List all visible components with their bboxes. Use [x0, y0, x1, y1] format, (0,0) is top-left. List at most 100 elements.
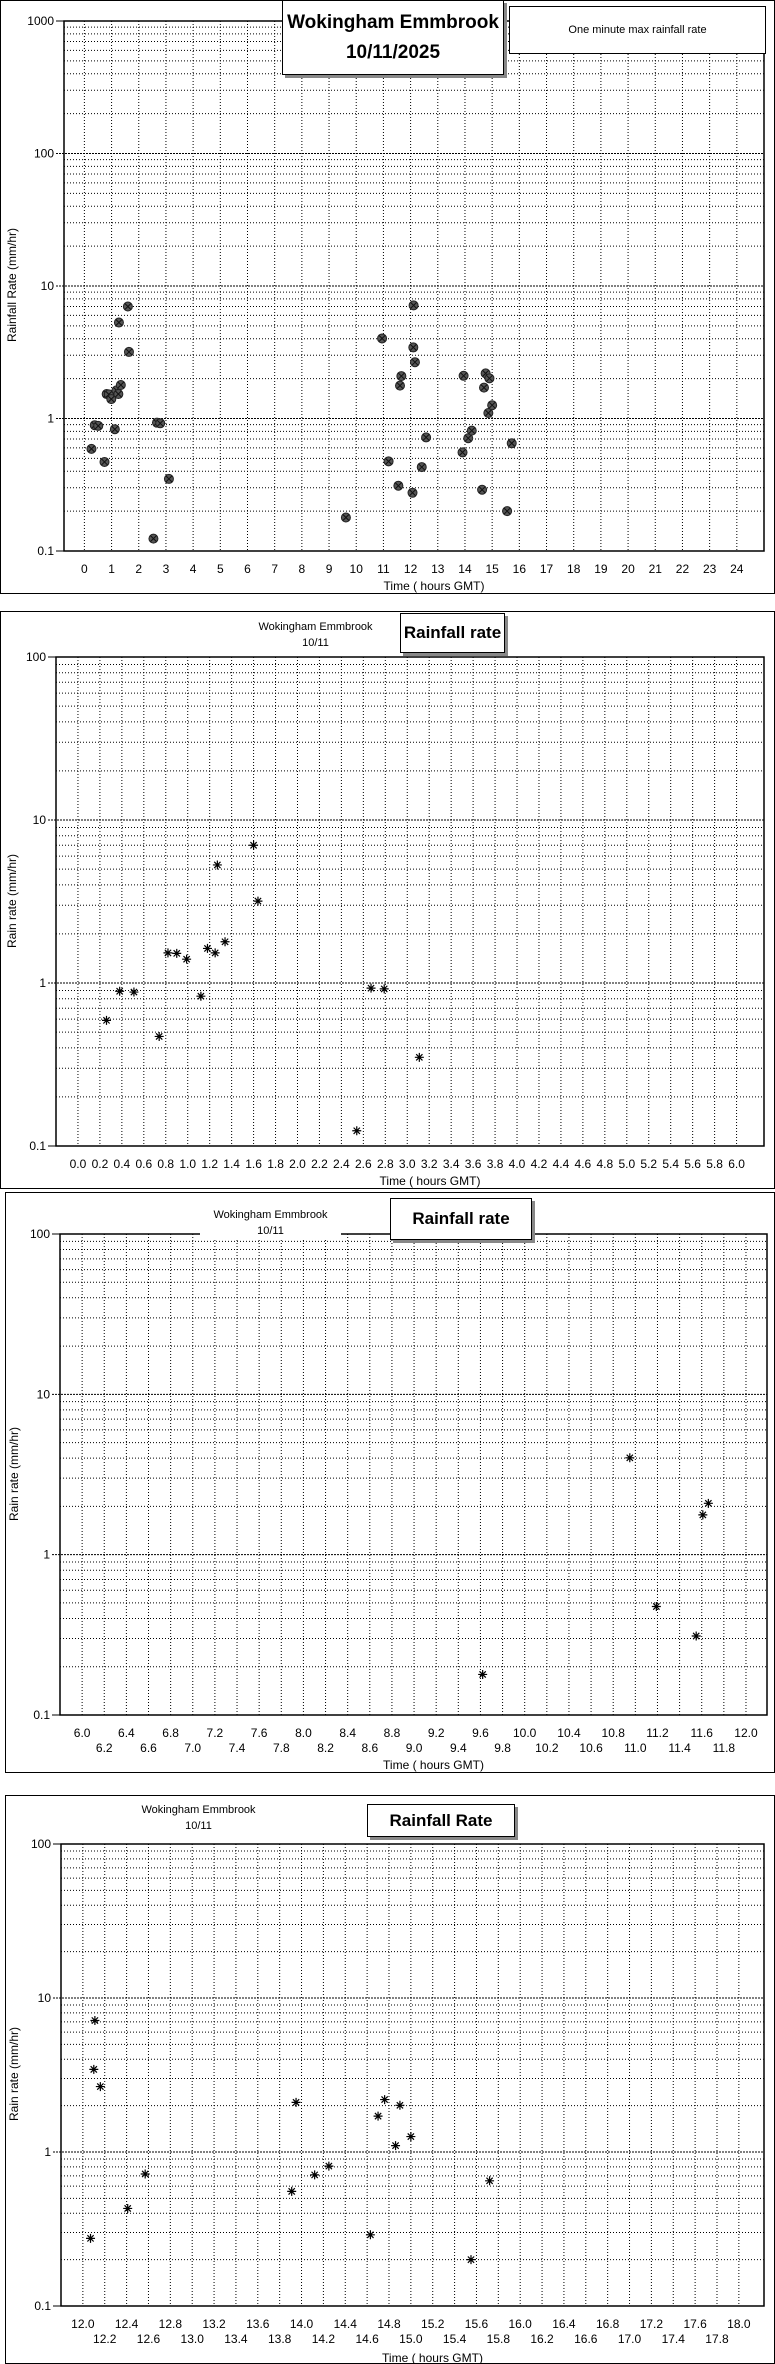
x-tick-label: 6 [244, 562, 251, 576]
x-tick-label: 14.8 [377, 2317, 401, 2331]
data-point [484, 373, 495, 384]
x-tick-label: 5.4 [662, 1157, 679, 1171]
x-tick-label: 3.6 [465, 1157, 482, 1171]
y-tick-label: 1000 [27, 14, 54, 28]
data-point-cross [125, 348, 133, 356]
data-point [408, 300, 419, 311]
x-tick-label: 0.8 [157, 1157, 174, 1171]
x-tick-label: 14.6 [355, 2332, 379, 2346]
x-tick-label: 13.8 [268, 2332, 292, 2346]
x-tick-label: 13.4 [224, 2332, 248, 2346]
data-point-cross [117, 381, 125, 389]
data-point-cross [165, 475, 173, 483]
x-tick-label: 3.0 [399, 1157, 416, 1171]
y-tick-label: 0.1 [34, 2299, 51, 2313]
data-point-cross [395, 482, 402, 490]
x-tick-label: 7 [271, 562, 278, 576]
chart-2-title: Rainfall rate [403, 623, 502, 642]
y-axis-title: Rain rate (mm/hr) [7, 2027, 21, 2121]
data-point [86, 443, 97, 454]
data-point [466, 2255, 476, 2265]
chart-4-title: Rainfall Rate [389, 1810, 493, 1830]
data-point-cross [484, 409, 492, 417]
x-tick-label: 0.6 [135, 1157, 152, 1171]
x-tick-label: 5.0 [618, 1157, 635, 1171]
data-point-cross [508, 439, 516, 447]
y-tick-label: 100 [26, 650, 46, 664]
x-tick-label: 5.8 [706, 1157, 723, 1171]
chart-1-title: Wokingham Emmbrook [287, 12, 499, 33]
x-tick-label: 2.0 [289, 1157, 306, 1171]
x-tick-label: 6.6 [140, 1741, 157, 1755]
x-tick-label: 17.2 [640, 2317, 664, 2331]
data-point [366, 983, 376, 993]
y-tick-label: 1 [47, 412, 54, 426]
chart-4-frame [5, 1795, 775, 2364]
data-point [109, 424, 120, 435]
x-tick-label: 13.2 [202, 2317, 226, 2331]
x-tick-label: 14.2 [312, 2332, 336, 2346]
data-point-cross [150, 535, 157, 542]
data-point-cross [94, 422, 102, 430]
x-tick-label: 15.2 [421, 2317, 445, 2331]
x-tick-label: 9 [326, 562, 333, 576]
data-point [396, 371, 407, 382]
x-tick-label: 16.8 [596, 2317, 620, 2331]
data-point-cross [385, 457, 392, 465]
chart-4: 0.111010012.012.212.412.612.813.013.213.… [7, 1837, 765, 2364]
x-tick-label: 6.0 [728, 1157, 745, 1171]
data-point-cross [409, 344, 417, 351]
data-point-cross [486, 374, 493, 382]
data-point [86, 2233, 96, 2243]
y-tick-label: 0.1 [29, 1139, 46, 1153]
x-tick-label: 8.2 [317, 1741, 334, 1755]
x-tick-label: 20 [621, 562, 635, 576]
data-point [373, 2111, 383, 2121]
data-point-cross [468, 427, 476, 434]
data-point-cross [459, 449, 466, 456]
x-tick-label: 1.6 [245, 1157, 262, 1171]
data-point [457, 447, 468, 458]
data-point [154, 1031, 164, 1041]
data-point [406, 2132, 416, 2142]
data-point-cross [478, 486, 486, 494]
data-point-cross [488, 401, 496, 409]
legend-label: One minute max rainfall rate [568, 24, 707, 36]
y-tick-label: 0.1 [33, 1708, 50, 1722]
data-point [93, 420, 104, 431]
x-tick-label: 17.0 [618, 2332, 642, 2346]
data-point [502, 506, 513, 517]
y-tick-label: 1 [39, 976, 46, 990]
x-tick-label: 10.8 [602, 1726, 626, 1740]
station-name: Wokingham Emmbrook [258, 621, 373, 633]
x-tick-label: 12.2 [93, 2332, 117, 2346]
x-tick-label: 11 [377, 562, 390, 576]
data-point-cross [378, 335, 386, 342]
x-tick-label: 4.0 [509, 1157, 526, 1171]
chart-3-station: Wokingham Emmbrook 10/11 [200, 1207, 341, 1239]
x-tick-label: 4 [190, 562, 197, 576]
data-point [324, 2161, 334, 2171]
y-axis-title: Rainfall Rate (mm/hr) [5, 228, 19, 342]
x-tick-label: 7.6 [251, 1726, 268, 1740]
data-point-cross [396, 382, 404, 389]
data-point [485, 2176, 495, 2186]
y-tick-label: 10 [33, 813, 47, 827]
x-tick-label: 22 [676, 562, 690, 576]
data-point [383, 456, 394, 467]
x-tick-label: 16.0 [509, 2317, 533, 2331]
data-point [155, 418, 166, 429]
x-tick-label: 0.0 [70, 1157, 87, 1171]
data-point-cross [342, 514, 350, 521]
data-point [122, 301, 133, 312]
data-point [416, 462, 427, 473]
data-point [395, 380, 405, 391]
x-tick-label: 10.2 [535, 1741, 559, 1755]
x-tick-label: 9.8 [494, 1741, 511, 1755]
data-point-cross [398, 372, 405, 380]
x-tick-label: 6.2 [96, 1741, 113, 1755]
chart-2-station: Wokingham Emmbrook 10/11 [245, 619, 386, 651]
data-point [101, 1015, 111, 1025]
